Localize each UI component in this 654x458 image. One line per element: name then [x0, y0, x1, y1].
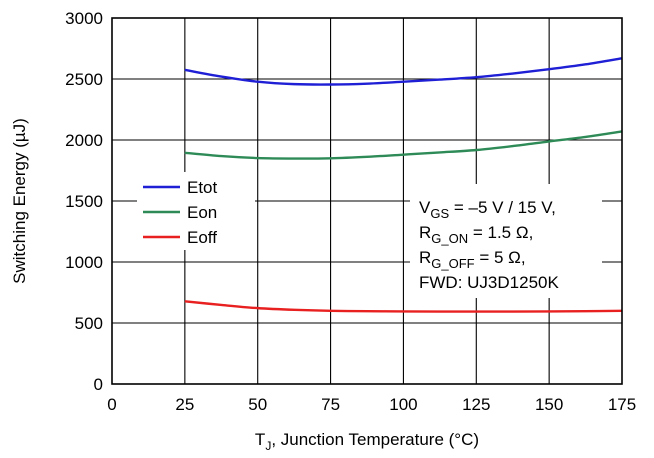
x-tick-label: 125 — [462, 395, 490, 414]
legend-label-etot: Etot — [187, 178, 218, 197]
annotation-line: FWD: UJ3D1250K — [419, 273, 559, 292]
series-line-eoff — [184, 300, 623, 313]
annotation-rest: = 5 Ω, — [475, 248, 526, 267]
series-lines — [184, 57, 623, 313]
conditions-annotation: VGS = –5 V / 15 V,RG_ON = 1.5 Ω,RG_OFF =… — [410, 184, 602, 298]
annotation-sub: GS — [430, 206, 449, 221]
x-tick-label: 150 — [535, 395, 563, 414]
series-line-etot — [184, 57, 623, 86]
annotation-rest: = –5 V / 15 V, — [449, 198, 556, 217]
y-tick-label: 0 — [94, 375, 103, 394]
x-tick-label: 100 — [389, 395, 417, 414]
x-axis-title: TJ, Junction Temperature (°C) — [255, 430, 479, 453]
legend-label-eon: Eon — [187, 203, 217, 222]
x-tick-label: 175 — [608, 395, 636, 414]
y-tick-label: 1000 — [65, 253, 103, 272]
x-axis-title-rest: , Junction Temperature (°C) — [271, 430, 479, 449]
tick-labels: 0 25 50 75 100 125 150 175 0 500 1000 1500 2000 2500 3… — [65, 9, 636, 414]
annotation-sub: G_OFF — [431, 256, 474, 271]
x-tick-label: 0 — [107, 395, 116, 414]
annotation-main: R — [419, 223, 431, 242]
y-axis-title: Switching Energy (µJ) — [10, 118, 29, 284]
annotation-line: VGS = –5 V / 15 V, — [419, 198, 556, 221]
y-tick-label: 500 — [75, 314, 103, 333]
annotation-main: R — [419, 248, 431, 267]
legend-label-eoff: Eoff — [187, 228, 217, 247]
x-tick-label: 50 — [248, 395, 267, 414]
y-tick-label: 3000 — [65, 9, 103, 28]
y-tick-label: 2500 — [65, 70, 103, 89]
x-axis-title-main: T — [255, 430, 265, 449]
annotation-line: RG_OFF = 5 Ω, — [419, 248, 526, 271]
y-tick-label: 2000 — [65, 131, 103, 150]
annotation-main: V — [419, 198, 431, 217]
annotation-rest: = 1.5 Ω, — [468, 223, 533, 242]
legend: Etot Eon Eoff — [137, 172, 255, 250]
annotation-line: RG_ON = 1.5 Ω, — [419, 223, 533, 246]
y-tick-label: 1500 — [65, 192, 103, 211]
x-axis-title-sub: J — [265, 439, 271, 453]
annotation-main: FWD: UJ3D1250K — [419, 273, 559, 292]
x-tick-label: 25 — [175, 395, 194, 414]
annotation-background — [410, 184, 602, 298]
series-line-eon — [184, 130, 623, 160]
annotation-sub: G_ON — [431, 231, 468, 246]
plot-frame — [111, 17, 623, 385]
x-tick-label: 75 — [321, 395, 340, 414]
